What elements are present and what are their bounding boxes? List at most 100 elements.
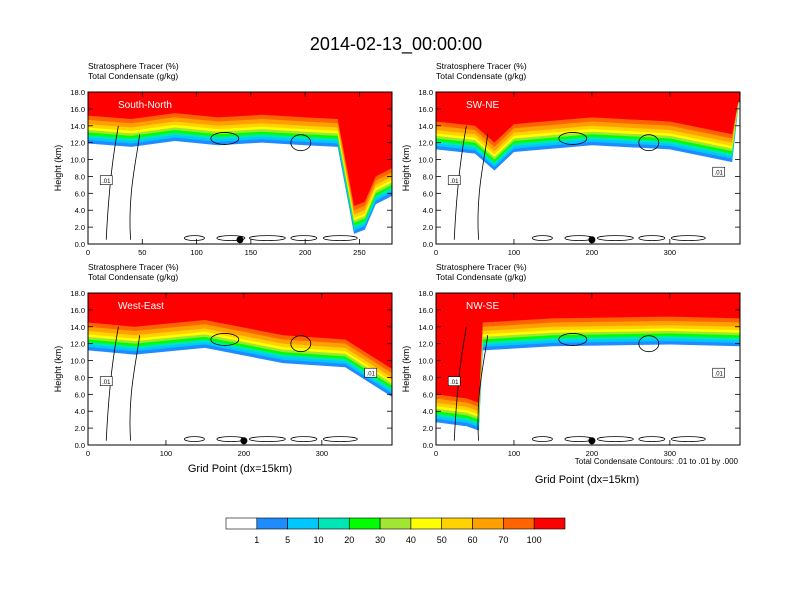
contour-loop xyxy=(290,235,318,241)
contour-line xyxy=(129,134,141,240)
contour-loop xyxy=(638,235,666,241)
contour-label-box xyxy=(99,376,113,386)
plot-frame xyxy=(87,292,393,446)
contour-label: .01 xyxy=(102,179,111,185)
contour-line xyxy=(453,326,467,441)
panel-name: SW-NE xyxy=(466,100,499,111)
tracer-band-9 xyxy=(436,293,740,403)
panel-header-2: Total Condensate (g/kg) xyxy=(436,71,526,81)
colorbar-swatch xyxy=(410,517,443,530)
y-tick-label: 0.0 xyxy=(423,240,433,249)
y-tick-label: 2.0 xyxy=(423,424,433,433)
x-tick-label: 300 xyxy=(664,449,677,458)
contour-loop xyxy=(290,436,318,442)
y-tick-label: 6.0 xyxy=(423,390,433,399)
panel-header-1: Stratosphere Tracer (%) xyxy=(88,262,179,272)
contour-loop xyxy=(210,132,240,145)
y-tick-label: 4.0 xyxy=(75,407,85,416)
panel-header-1: Stratosphere Tracer (%) xyxy=(436,61,527,71)
contour-line xyxy=(129,335,141,441)
colorbar-swatch xyxy=(256,517,288,530)
panels: .01 South-North 0.0 2.0 4.0 6.0 8.0 10.0 12.0 14.… xyxy=(53,61,741,458)
contour-loop xyxy=(290,335,312,353)
tracer-band-9 xyxy=(436,92,740,143)
contour-loop xyxy=(638,335,660,353)
contour-label: .01 xyxy=(102,380,111,386)
y-tick-label: 0.0 xyxy=(75,441,85,450)
contour-loop xyxy=(558,132,588,145)
panel-header-1: Stratosphere Tracer (%) xyxy=(88,61,179,71)
contour-loop xyxy=(638,436,666,442)
x-tick-label: 50 xyxy=(138,248,146,257)
plot-frame xyxy=(87,91,393,245)
panel-name: NW-SE xyxy=(466,301,499,312)
y-tick-label: 4.0 xyxy=(423,206,433,215)
y-tick-label: 16.0 xyxy=(70,105,85,114)
contour-label-box xyxy=(712,166,726,177)
contour-loop xyxy=(532,436,553,442)
contour-loop xyxy=(670,436,706,442)
y-tick-label: 18.0 xyxy=(70,289,85,298)
contour-label: .01 xyxy=(715,171,724,177)
y-axis-title: Height (km) xyxy=(401,346,411,393)
colorbar-label: 40 xyxy=(406,535,416,545)
y-tick-label: 18.0 xyxy=(418,289,433,298)
colorbar-label: 30 xyxy=(375,535,385,545)
location-marker xyxy=(588,236,596,244)
y-tick-label: 10.0 xyxy=(70,357,85,366)
y-axis-title: Height (km) xyxy=(53,145,63,192)
y-tick-label: 14.0 xyxy=(418,122,433,131)
y-axis-title: Height (km) xyxy=(53,346,63,393)
y-tick-label: 16.0 xyxy=(418,105,433,114)
contour-loop xyxy=(670,235,706,241)
contour-line xyxy=(477,335,489,441)
colorbar-swatch xyxy=(472,517,504,530)
colorbar-swatch xyxy=(441,517,473,530)
y-tick-label: 12.0 xyxy=(70,340,85,349)
contour-loop xyxy=(322,235,358,241)
y-tick-label: 6.0 xyxy=(75,390,85,399)
colorbar-label: 10 xyxy=(313,535,323,545)
contour-label: .01 xyxy=(367,372,376,378)
contour-note: Total Condensate Contours: .01 to .01 by… xyxy=(575,457,739,466)
x-tick-label: 150 xyxy=(245,248,258,257)
y-tick-label: 0.0 xyxy=(75,240,85,249)
y-tick-label: 18.0 xyxy=(70,88,85,97)
x-tick-label: 100 xyxy=(190,248,203,257)
condensate-contours xyxy=(453,125,706,241)
y-tick-label: 16.0 xyxy=(418,306,433,315)
panel-header-2: Total Condensate (g/kg) xyxy=(88,272,178,282)
panel-nw-se: .01 .01 NW-SE 0.0 2.0 4.0 6.0 8.0 10.0 12.0 14.0 16… xyxy=(401,262,741,458)
contour-loop xyxy=(322,436,358,442)
colorbar-swatch xyxy=(503,517,535,530)
location-marker xyxy=(588,437,596,445)
contour-label: .01 xyxy=(450,179,459,185)
colorbar-swatch xyxy=(533,517,566,530)
y-tick-label: 10.0 xyxy=(418,156,433,165)
y-tick-label: 14.0 xyxy=(70,122,85,131)
panel-header-2: Total Condensate (g/kg) xyxy=(88,71,178,81)
tracer-field xyxy=(88,293,392,442)
x-tick-label: 200 xyxy=(586,248,599,257)
panel-sw-ne: .01 .01 SW-NE 0.0 2.0 4.0 6.0 8.0 10.0 12.0 14.0 16… xyxy=(401,61,741,257)
panel-header-1: Stratosphere Tracer (%) xyxy=(436,262,527,272)
y-tick-label: 10.0 xyxy=(70,156,85,165)
contour-loop xyxy=(183,235,205,241)
x-tick-label: 0 xyxy=(86,449,90,458)
y-tick-label: 10.0 xyxy=(418,357,433,366)
y-tick-label: 18.0 xyxy=(418,88,433,97)
panel-header-2: Total Condensate (g/kg) xyxy=(436,272,526,282)
contour-loop xyxy=(638,134,660,152)
y-tick-label: 4.0 xyxy=(423,407,433,416)
contour-loop xyxy=(248,436,286,442)
y-tick-label: 8.0 xyxy=(423,172,433,181)
tracer-cap xyxy=(436,293,740,304)
contour-line xyxy=(105,326,119,441)
x-axis-title-right: Grid Point (dx=15km) xyxy=(535,474,639,486)
x-tick-label: 300 xyxy=(664,248,677,257)
contour-loop xyxy=(558,333,588,346)
contour-loop xyxy=(290,134,312,152)
tracer-band-9 xyxy=(88,92,392,206)
x-tick-label: 0 xyxy=(434,248,438,257)
panel-name: West-East xyxy=(118,301,164,312)
